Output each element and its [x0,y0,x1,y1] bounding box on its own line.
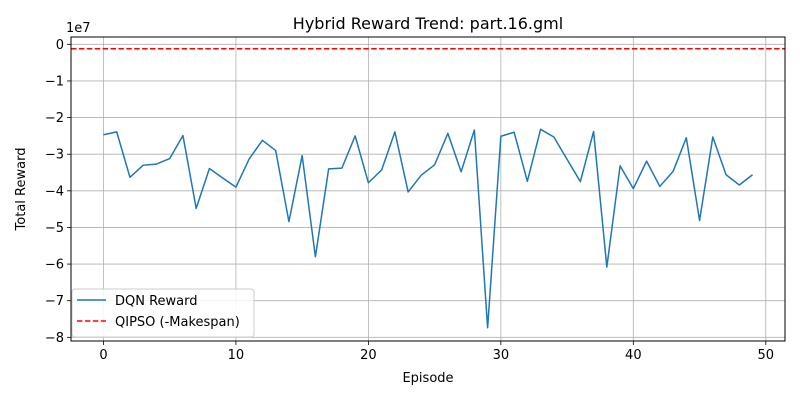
y-tick-label: −7 [45,294,64,309]
y-tick-label: −3 [45,148,64,163]
y-tick-label: −6 [45,258,64,273]
x-tick-label: 0 [99,348,107,363]
chart-title: Hybrid Reward Trend: part.16.gml [293,14,563,33]
x-tick-label: 10 [228,348,245,363]
dqn-reward-line [103,128,754,329]
x-tick-label: 40 [625,348,642,363]
legend: DQN Reward QIPSO (-Makespan) [71,288,255,338]
x-tick-label: 20 [360,348,377,363]
x-tick-label: 30 [493,348,510,363]
y-tick-label: −1 [45,74,64,89]
axis-ticks: 0 10 20 30 40 50 0 −1 −2 −3 −4 −5 −6 −7 −8 [45,38,774,363]
series-layer [71,47,785,329]
y-tick-label: −4 [45,184,64,199]
y-tick-label: −5 [45,221,64,236]
plot-frame [70,36,786,342]
x-tick-label: 50 [758,348,775,363]
x-axis-label: Episode [402,371,453,386]
y-tick-label: 0 [56,38,64,53]
y-scale-multiplier: 1e7 [66,21,91,36]
y-axis-label: Total Reward [14,148,29,232]
legend-label-dqn: DQN Reward [115,294,198,309]
y-tick-label: −8 [45,331,64,346]
legend-box [71,288,255,338]
legend-label-qipso: QIPSO (-Makespan) [115,315,240,330]
y-tick-label: −2 [45,111,64,126]
